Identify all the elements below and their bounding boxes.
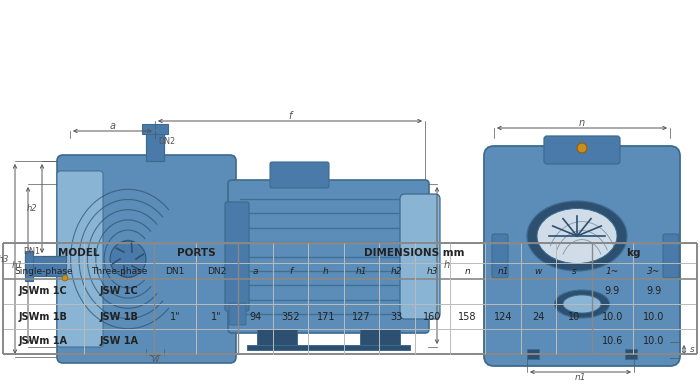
FancyBboxPatch shape — [527, 349, 539, 359]
FancyBboxPatch shape — [228, 180, 429, 333]
FancyBboxPatch shape — [247, 345, 410, 350]
FancyBboxPatch shape — [25, 144, 460, 369]
Circle shape — [577, 143, 587, 153]
Text: h1: h1 — [11, 261, 23, 270]
FancyBboxPatch shape — [25, 251, 33, 281]
Text: JSWm 1A: JSWm 1A — [19, 336, 68, 346]
Text: 10.0: 10.0 — [643, 336, 665, 346]
Text: kg: kg — [626, 248, 641, 258]
Text: 10.0: 10.0 — [643, 311, 665, 321]
Text: DN2: DN2 — [207, 266, 226, 275]
Text: 24: 24 — [532, 311, 545, 321]
Text: s: s — [571, 266, 576, 275]
FancyBboxPatch shape — [484, 146, 680, 366]
FancyBboxPatch shape — [400, 194, 440, 319]
Text: 3~: 3~ — [648, 266, 661, 275]
Text: 33: 33 — [391, 311, 403, 321]
Text: 10.6: 10.6 — [601, 336, 623, 346]
Text: n1: n1 — [575, 372, 587, 381]
FancyBboxPatch shape — [146, 126, 164, 161]
FancyBboxPatch shape — [225, 202, 249, 311]
Ellipse shape — [537, 209, 617, 263]
FancyBboxPatch shape — [142, 124, 168, 134]
Ellipse shape — [527, 201, 627, 271]
Text: w: w — [151, 356, 159, 364]
FancyBboxPatch shape — [492, 234, 508, 278]
Text: 127: 127 — [352, 311, 371, 321]
Text: 10.0: 10.0 — [601, 311, 623, 321]
FancyBboxPatch shape — [663, 234, 679, 278]
Text: 9.9: 9.9 — [646, 286, 662, 296]
Text: a: a — [109, 121, 116, 131]
Text: h1: h1 — [356, 266, 368, 275]
Text: DN1: DN1 — [165, 266, 185, 275]
Text: 1": 1" — [211, 311, 222, 321]
Text: 158: 158 — [458, 311, 477, 321]
Text: 171: 171 — [317, 311, 335, 321]
Text: 124: 124 — [494, 311, 512, 321]
Text: DN2: DN2 — [158, 137, 175, 147]
Text: JSW 1C: JSW 1C — [99, 286, 139, 296]
Text: 10: 10 — [568, 311, 580, 321]
Text: 9.9: 9.9 — [605, 286, 620, 296]
FancyBboxPatch shape — [484, 141, 680, 361]
FancyBboxPatch shape — [544, 136, 620, 164]
FancyBboxPatch shape — [57, 155, 236, 363]
Text: 160: 160 — [423, 311, 442, 321]
Polygon shape — [360, 329, 400, 347]
Text: 94: 94 — [249, 311, 261, 321]
Text: 352: 352 — [281, 311, 300, 321]
Ellipse shape — [554, 290, 610, 318]
FancyBboxPatch shape — [25, 256, 66, 276]
Text: a: a — [253, 266, 258, 275]
Circle shape — [62, 275, 68, 281]
Text: JSWm 1B: JSWm 1B — [19, 311, 68, 321]
Text: JSW 1B: JSW 1B — [99, 311, 139, 321]
FancyBboxPatch shape — [229, 303, 246, 325]
FancyBboxPatch shape — [625, 349, 637, 359]
Text: MODEL: MODEL — [58, 248, 99, 258]
Text: Three-phase: Three-phase — [91, 266, 147, 275]
Text: DN1: DN1 — [23, 247, 40, 255]
FancyBboxPatch shape — [270, 162, 329, 188]
Text: n1: n1 — [497, 266, 509, 275]
Text: s: s — [690, 346, 694, 354]
FancyBboxPatch shape — [57, 171, 103, 347]
Text: n: n — [465, 266, 470, 275]
Polygon shape — [257, 329, 297, 347]
Text: w: w — [535, 266, 542, 275]
Text: h: h — [323, 266, 329, 275]
Text: f: f — [289, 266, 292, 275]
Text: h3: h3 — [0, 255, 9, 263]
Text: f: f — [288, 111, 292, 121]
Ellipse shape — [563, 295, 601, 313]
Text: PORTS: PORTS — [176, 248, 215, 258]
Text: JSWm 1C: JSWm 1C — [19, 286, 68, 296]
Text: h2: h2 — [391, 266, 402, 275]
Text: n: n — [579, 118, 585, 128]
Text: h3: h3 — [426, 266, 438, 275]
Text: h2: h2 — [27, 204, 37, 213]
Text: h: h — [444, 260, 450, 270]
Text: 1": 1" — [170, 311, 181, 321]
Circle shape — [110, 241, 146, 277]
Text: 1~: 1~ — [606, 266, 619, 275]
Text: DIMENSIONS mm: DIMENSIONS mm — [364, 248, 465, 258]
Text: Single-phase: Single-phase — [14, 266, 73, 275]
Text: JSW 1A: JSW 1A — [99, 336, 139, 346]
